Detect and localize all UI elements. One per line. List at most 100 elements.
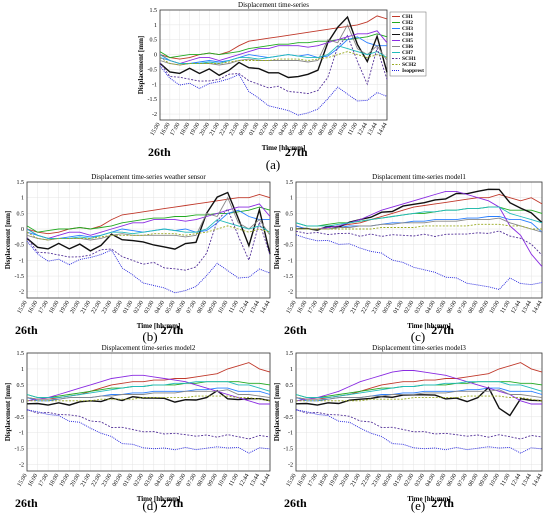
day-label-start: 26th xyxy=(284,323,307,337)
plot-frame xyxy=(295,181,543,299)
chart-title: Displacement time-series weather sensor xyxy=(91,173,206,181)
x-tick-label: 14:44 xyxy=(532,473,544,488)
x-tick-label: 14:44 xyxy=(260,473,272,488)
y-tick-label: 0 xyxy=(21,227,24,233)
series-line-7 xyxy=(295,381,543,399)
day-label-next: 27th xyxy=(161,323,184,337)
series-line-10 xyxy=(295,234,543,291)
x-tick-label: 10:00 xyxy=(489,473,501,488)
y-tick-label: 1.5 xyxy=(286,351,294,357)
y-tick-label: -2 xyxy=(19,290,24,296)
series-line-4 xyxy=(295,386,543,417)
y-tick-label: -1.5 xyxy=(15,274,25,280)
plot-frame xyxy=(26,352,271,472)
y-tick-label: -1 xyxy=(19,258,24,264)
y-tick-label: -1 xyxy=(288,431,293,437)
series-line-3 xyxy=(295,216,543,233)
y-tick-label: 1 xyxy=(290,196,293,202)
x-axis-label: Time [hh:mm] xyxy=(262,144,306,152)
x-axis-label: Time [hh:mm] xyxy=(407,322,451,330)
plot-frame xyxy=(26,181,271,299)
series-line-10 xyxy=(26,409,271,454)
series-line-5 xyxy=(296,190,543,267)
chart-panel-1: Displacement time-series weather sensor 1… xyxy=(4,173,272,344)
series-line-4 xyxy=(26,389,271,406)
y-tick-label: -1 xyxy=(288,258,293,264)
y-tick-label: 1 xyxy=(21,367,24,373)
day-label-start: 26th xyxy=(148,145,171,159)
plot-frame xyxy=(295,352,543,472)
y-tick-label: -1.5 xyxy=(15,447,25,453)
series-line-8 xyxy=(295,409,543,440)
chart-title: Displacement time-series model2 xyxy=(102,344,196,352)
y-tick-label: -2 xyxy=(288,290,293,296)
day-label-next: 27th xyxy=(161,496,184,510)
series-line-6 xyxy=(26,389,271,400)
x-tick-label: 10:00 xyxy=(217,473,229,488)
day-label-next: 27th xyxy=(285,145,308,159)
legend-entry: Isopprest xyxy=(402,68,424,74)
x-tick-label: 14:44 xyxy=(260,300,272,315)
panel-label: (a) xyxy=(266,157,280,172)
x-tick-label: 11:00 xyxy=(500,300,512,315)
series-line-9 xyxy=(26,225,271,241)
series-line-4 xyxy=(26,191,271,255)
legend-entry: CH1 xyxy=(402,14,413,20)
chart-title: Displacement time-series xyxy=(238,1,309,9)
y-axis-label: Displacement [mm] xyxy=(4,211,12,270)
legend-entry: SCH1 xyxy=(402,56,416,62)
series-line-9 xyxy=(296,395,543,402)
chart-title: Displacement time-series model3 xyxy=(372,344,466,352)
y-tick-label: 0.5 xyxy=(17,211,25,217)
chart-panel-4: Displacement time-series model3 1.5 1 0.5 0 -… xyxy=(273,344,544,513)
chart-title: Displacement time-series model1 xyxy=(372,173,466,181)
y-tick-label: 0 xyxy=(21,399,24,405)
series-line-CH5 xyxy=(159,30,388,64)
y-tick-label: 1 xyxy=(21,196,24,202)
x-tick-label: 10:00 xyxy=(217,300,229,315)
y-axis-label: Displacement [mm] xyxy=(273,383,281,442)
day-label-next: 27th xyxy=(431,323,454,337)
y-axis-label: Displacement [mm] xyxy=(4,383,12,442)
x-tick-label: 14:44 xyxy=(532,300,544,315)
series-line-10 xyxy=(295,409,543,454)
x-axis-label: Time [hh:mm] xyxy=(137,322,181,330)
series-line-5 xyxy=(295,370,542,405)
legend-entry: SCH2 xyxy=(402,62,416,68)
y-tick-label: -1.5 xyxy=(284,447,294,453)
y-tick-label: -1.5 xyxy=(284,274,294,280)
panel-label: (d) xyxy=(142,498,157,513)
y-tick-label: -2 xyxy=(152,112,157,118)
series-line-8 xyxy=(295,230,543,256)
series-line-7 xyxy=(26,381,271,399)
y-tick-label: 1 xyxy=(290,367,293,373)
legend-entry: CH4 xyxy=(402,32,413,38)
panel-label: (c) xyxy=(411,329,425,344)
series-line-SCH2 xyxy=(159,51,388,66)
chart-panel-0: Displacement time-series 1.5 1 0.5 0 -0.5 -1 -1… xyxy=(137,1,389,172)
series-line-6 xyxy=(296,217,543,233)
legend-entry: CH7 xyxy=(402,50,413,56)
y-tick-label: 0.5 xyxy=(150,38,158,44)
y-tick-label: 0 xyxy=(290,399,293,405)
series-line-6 xyxy=(295,389,543,400)
day-label-start: 26th xyxy=(15,496,38,510)
y-tick-label: 0.5 xyxy=(286,383,294,389)
series-line-1 xyxy=(26,194,271,235)
x-tick-label: 11:00 xyxy=(500,473,512,488)
y-tick-label: 1.5 xyxy=(17,351,25,357)
day-label-next: 27th xyxy=(431,496,454,510)
y-tick-label: -1 xyxy=(152,82,157,88)
y-tick-label: 1.5 xyxy=(17,180,25,186)
y-axis-label: Displacement [mm] xyxy=(273,211,281,270)
series-line-5 xyxy=(26,374,270,405)
y-tick-label: -0.5 xyxy=(148,67,158,73)
y-tick-label: -0.5 xyxy=(284,243,294,249)
x-tick-label: 11:00 xyxy=(228,473,240,488)
series-line-4 xyxy=(295,188,543,231)
x-tick-label: 10:00 xyxy=(489,300,501,315)
series-line-5 xyxy=(26,203,271,239)
series-line-8 xyxy=(26,409,271,440)
